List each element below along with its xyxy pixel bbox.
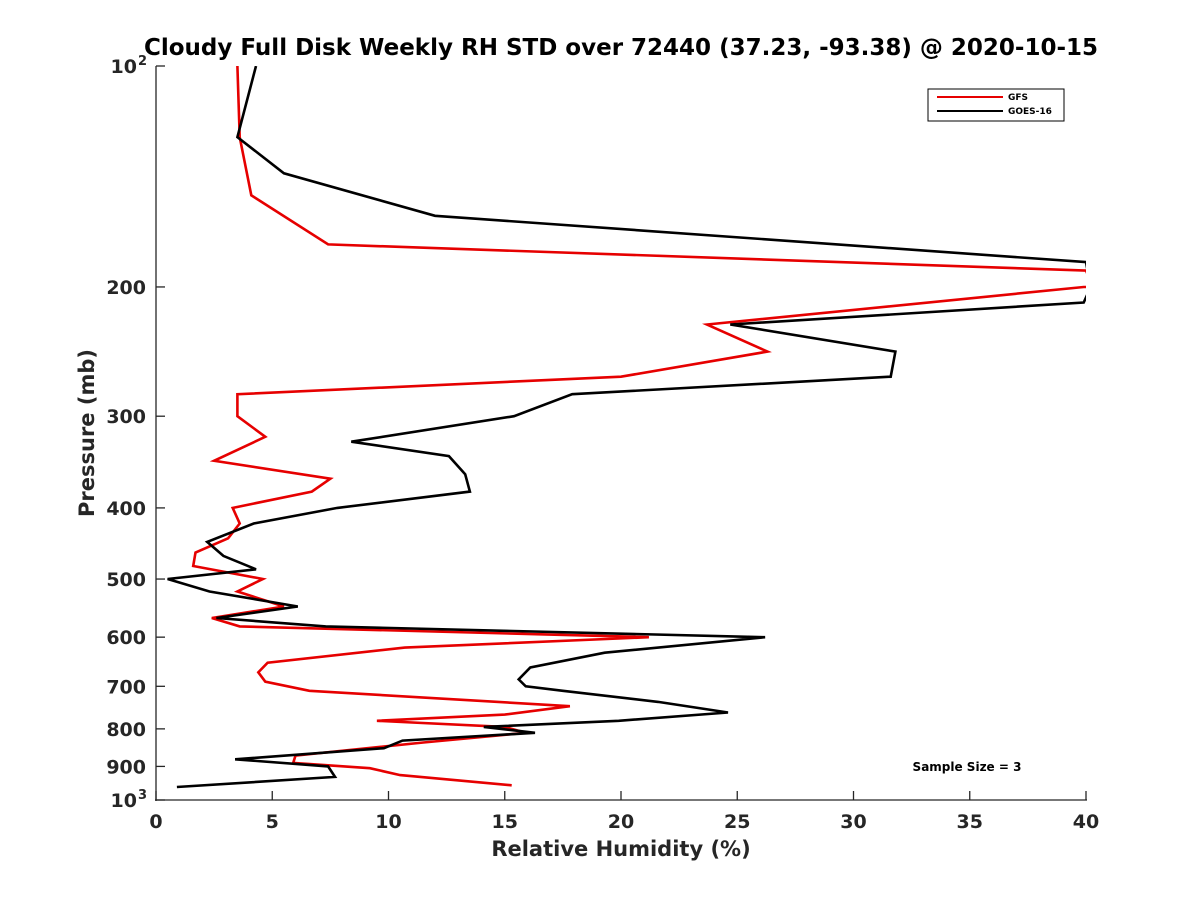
x-tick-label: 10 — [375, 811, 401, 833]
x-tick-label: 15 — [492, 811, 518, 833]
chart-title: Cloudy Full Disk Weekly RH STD over 7244… — [144, 35, 1098, 61]
x-axis-label: Relative Humidity (%) — [491, 837, 750, 861]
y-tick-label: 900 — [106, 756, 146, 778]
x-tick-label: 0 — [149, 811, 162, 833]
x-tick-label: 5 — [266, 811, 279, 833]
y-tick-label: 700 — [106, 676, 146, 698]
y-axis-label: Pressure (mb) — [75, 349, 99, 517]
y-tick-label: 10 — [111, 56, 137, 78]
legend-label-goes16: GOES-16 — [1008, 107, 1052, 117]
x-tick-label: 30 — [840, 811, 866, 833]
y-tick-label: 200 — [106, 277, 146, 299]
sample-size-annotation: Sample Size = 3 — [913, 760, 1022, 774]
series-line-goes16 — [167, 66, 1086, 789]
x-tick-label: 35 — [957, 811, 983, 833]
y-tick-exponent: 2 — [138, 54, 147, 69]
y-tick-label: 600 — [106, 627, 146, 649]
x-tick-label: 25 — [724, 811, 750, 833]
legend-box — [927, 88, 1065, 122]
y-tick-label: 10 — [111, 790, 137, 812]
y-tick-exponent: 3 — [138, 788, 147, 803]
y-tick-label: 800 — [106, 719, 146, 741]
x-tick-label: 40 — [1073, 811, 1099, 833]
legend: GFS GOES-16 — [927, 88, 1065, 122]
y-tick-label: 500 — [106, 569, 146, 591]
x-tick-label: 20 — [608, 811, 634, 833]
y-tick-label: 400 — [106, 498, 146, 520]
y-tick-label: 300 — [106, 406, 146, 428]
legend-label-gfs: GFS — [1008, 93, 1028, 103]
